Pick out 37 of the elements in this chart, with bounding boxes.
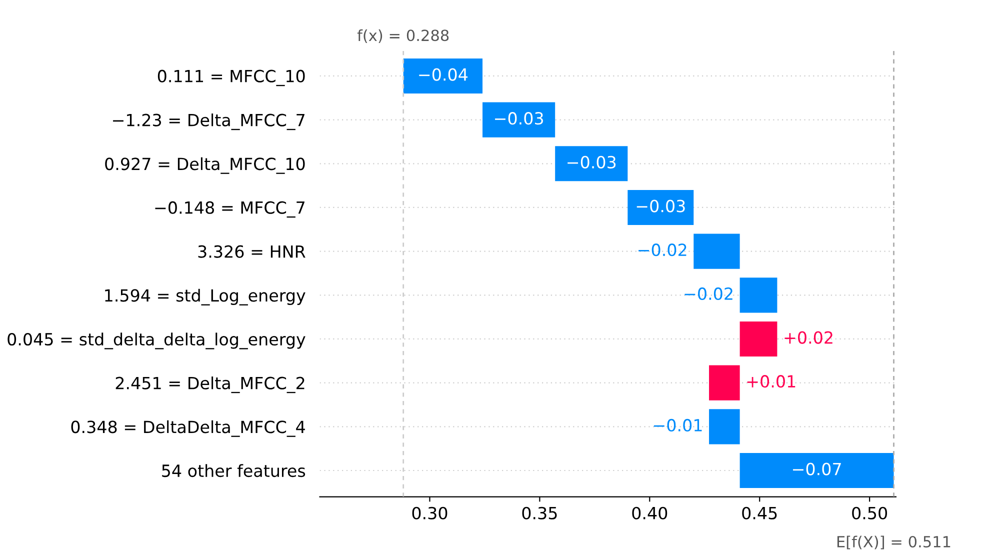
data-label: −0.01 <box>654 418 702 432</box>
x-tick-label: 0.35 <box>522 506 557 520</box>
y-tick-label: 0.348 = DeltaDelta_MFCC_4 <box>71 420 305 437</box>
bar <box>709 365 740 400</box>
bar <box>740 321 778 357</box>
y-tick-label: 0.927 = Delta_MFCC_10 <box>105 157 305 174</box>
x-tick-label: 0.30 <box>412 506 448 520</box>
data-label: −0.03 <box>568 156 616 168</box>
ref-line-label: E[f(X)] = 0.511 <box>837 536 950 550</box>
data-label: +0.02 <box>784 331 832 344</box>
y-tick-label: 1.594 = std_Log_energy <box>105 288 306 306</box>
x-tick-label: 0.40 <box>632 506 668 520</box>
y-tick-label: 0.045 = std_delta_delta_log_energy <box>8 332 306 350</box>
x-tick-label: 0.50 <box>852 506 888 520</box>
y-tick-label: −1.23 = Delta_MFCC_7 <box>113 113 304 130</box>
y-tick-label: 0.111 = MFCC_10 <box>158 70 305 86</box>
bar <box>740 278 778 313</box>
bar <box>482 102 556 138</box>
data-label: −0.04 <box>419 68 468 81</box>
bar <box>694 234 740 269</box>
data-label: −0.03 <box>636 200 685 212</box>
data-label: −0.03 <box>495 112 543 125</box>
bar <box>555 146 628 182</box>
y-tick-label: 2.451 = Delta_MFCC_2 <box>116 376 304 394</box>
data-label: +0.01 <box>747 375 796 388</box>
y-tick-label: 3.326 = HNR <box>198 245 306 258</box>
x-tick-label: 0.45 <box>742 506 777 520</box>
data-label: −0.07 <box>793 462 841 476</box>
data-label: −0.02 <box>684 287 732 300</box>
bar <box>403 58 483 94</box>
bar <box>709 409 740 444</box>
y-tick-label: −0.148 = MFCC_7 <box>155 201 304 218</box>
data-label: −0.02 <box>638 244 686 256</box>
ref-line-label: f(x) = 0.288 <box>357 29 449 43</box>
y-tick-label: 54 other features <box>162 464 306 478</box>
bar <box>740 452 894 488</box>
bar <box>628 190 694 226</box>
